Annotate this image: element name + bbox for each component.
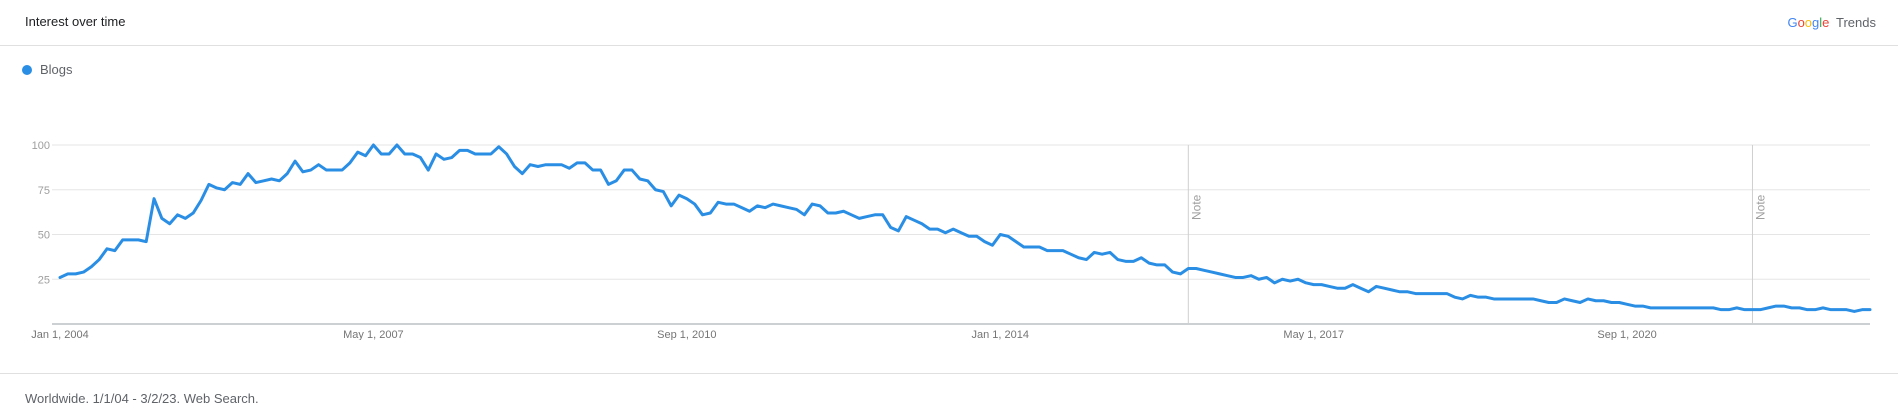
y-tick-label-75: 75	[38, 185, 50, 197]
y-tick-label-25: 25	[38, 274, 50, 286]
legend-dot-icon	[22, 64, 32, 75]
x-tick-label-1: Jan 1, 2004	[31, 329, 89, 340]
note-label-1: Note	[1189, 194, 1203, 220]
trends-label: Trends	[1836, 15, 1876, 30]
x-tick-label-3: Sep 1, 2010	[657, 329, 716, 340]
footer-divider	[0, 373, 1898, 374]
notes: Note Note	[1187, 145, 1767, 324]
x-axis: Jan 1, 2004 May 1, 2007 Sep 1, 2010 Jan 1, …	[31, 329, 1657, 340]
y-tick-label-50: 50	[38, 230, 50, 242]
google-trends-logo: Google Trends	[1787, 15, 1876, 30]
footer-text: Worldwide. 1/1/04 - 3/2/23. Web Search.	[25, 391, 259, 406]
x-tick-label-5: May 1, 2017	[1283, 329, 1344, 340]
interest-over-time-chart[interactable]: 25 50 75 100 Note Note Jan 1, 2004 May 1, 200…	[0, 130, 1898, 340]
series	[58, 143, 1872, 313]
legend-label: Blogs	[40, 62, 73, 77]
x-tick-label-6: Sep 1, 2020	[1597, 329, 1656, 340]
x-tick-label-2: May 1, 2007	[343, 329, 404, 340]
chart-title: Interest over time	[25, 14, 126, 29]
y-tick-label-100: 100	[32, 140, 50, 152]
google-logo: Google	[1787, 15, 1830, 30]
legend[interactable]: Blogs	[22, 62, 73, 77]
series-line-blogs	[58, 143, 1872, 313]
x-tick-label-4: Jan 1, 2014	[972, 329, 1030, 340]
note-label-2: Note	[1753, 194, 1767, 220]
chart-header: Interest over time Google Trends	[0, 0, 1898, 46]
grid: 25 50 75 100	[32, 140, 1870, 325]
